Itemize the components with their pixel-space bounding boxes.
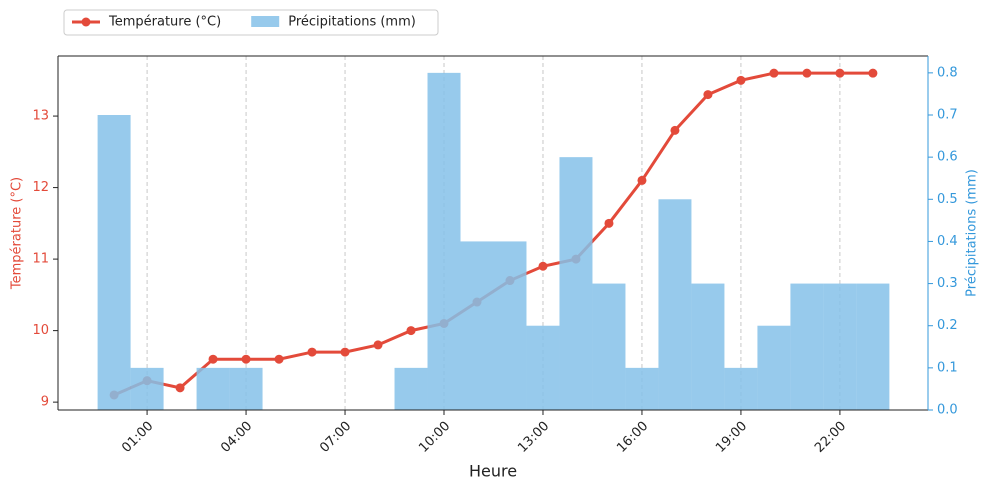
y2-tick-label: 0.6 bbox=[937, 150, 958, 165]
x-tick-label: 16:00 bbox=[614, 419, 651, 456]
legend-box bbox=[63, 9, 439, 36]
bar bbox=[394, 367, 428, 410]
y2-tick-label: 0.5 bbox=[937, 192, 958, 207]
marker bbox=[769, 68, 779, 78]
y2-tick-label: 0.2 bbox=[937, 318, 958, 333]
y2-tick-label: 0.4 bbox=[937, 234, 958, 249]
y2-tick-label: 0.3 bbox=[937, 276, 958, 291]
bar bbox=[790, 283, 824, 410]
bar bbox=[559, 157, 593, 410]
marker bbox=[868, 68, 878, 78]
bar bbox=[130, 367, 164, 410]
bar bbox=[658, 199, 692, 410]
bar bbox=[823, 283, 857, 410]
x-tick-label: 19:00 bbox=[713, 419, 750, 456]
marker bbox=[307, 347, 317, 357]
y-tick-label: 13 bbox=[32, 109, 49, 124]
legend-label: Précipitations (mm) bbox=[288, 15, 416, 30]
marker bbox=[835, 68, 845, 78]
marker bbox=[736, 75, 746, 85]
marker bbox=[670, 125, 680, 135]
bar bbox=[460, 241, 494, 410]
marker bbox=[637, 175, 647, 185]
x-tick-label: 01:00 bbox=[119, 419, 156, 456]
marker bbox=[274, 354, 284, 364]
y2-axis-label: Précipitations (mm) bbox=[965, 169, 980, 297]
y-tick-label: 9 bbox=[41, 395, 49, 410]
x-tick-label: 07:00 bbox=[317, 419, 354, 456]
y-axis-label: Température (°C) bbox=[10, 177, 25, 290]
marker bbox=[175, 383, 185, 393]
bar bbox=[229, 367, 263, 410]
bar bbox=[691, 283, 725, 410]
marker bbox=[703, 90, 713, 100]
x-tick-label: 13:00 bbox=[515, 419, 552, 456]
x-axis-label: Heure bbox=[469, 462, 517, 481]
y2-tick-label: 0.0 bbox=[937, 403, 958, 418]
y2-tick-label: 0.7 bbox=[937, 108, 958, 123]
marker bbox=[340, 347, 350, 357]
marker bbox=[406, 326, 416, 336]
x-tick-label: 22:00 bbox=[812, 419, 849, 456]
bar bbox=[757, 325, 791, 410]
marker bbox=[373, 340, 383, 350]
legend-marker bbox=[81, 17, 91, 27]
y2-tick-label: 0.1 bbox=[937, 360, 958, 375]
marker bbox=[208, 354, 218, 364]
bar bbox=[724, 367, 758, 410]
bar bbox=[493, 241, 527, 410]
x-tick-label: 04:00 bbox=[218, 419, 255, 456]
bar bbox=[427, 72, 461, 410]
marker bbox=[241, 354, 251, 364]
y-tick-label: 10 bbox=[32, 323, 49, 338]
bar bbox=[526, 325, 560, 410]
marker bbox=[802, 68, 812, 78]
y-tick-label: 11 bbox=[32, 252, 49, 267]
marker bbox=[604, 218, 614, 228]
bar bbox=[592, 283, 626, 410]
marker bbox=[538, 261, 548, 271]
bar bbox=[196, 367, 230, 410]
y2-tick-label: 0.8 bbox=[937, 65, 958, 80]
legend-swatch bbox=[251, 16, 280, 27]
bar bbox=[625, 367, 659, 410]
x-tick-label: 10:00 bbox=[416, 419, 453, 456]
bar bbox=[97, 115, 131, 410]
bar bbox=[856, 283, 890, 410]
legend-label: Température (°C) bbox=[108, 15, 221, 30]
y-tick-label: 12 bbox=[32, 180, 49, 195]
